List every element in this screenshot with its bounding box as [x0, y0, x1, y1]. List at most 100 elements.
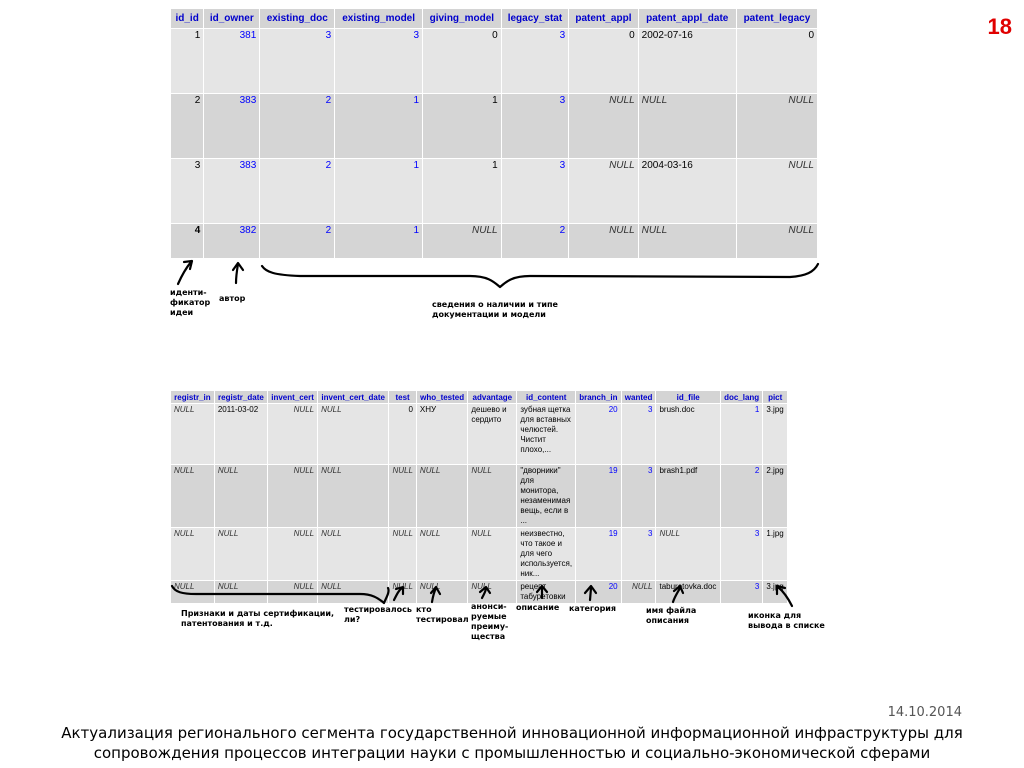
table-cell: 1 [423, 94, 501, 158]
branch-link[interactable]: 20 [576, 404, 621, 464]
table-cell: 0 [569, 29, 638, 93]
table-cell: 2.jpg [763, 465, 787, 527]
col-header[interactable]: who_tested [416, 391, 468, 403]
arrow-tested [392, 586, 404, 602]
table-cell: 1 [423, 159, 501, 223]
branch-link[interactable]: 19 [576, 528, 621, 580]
table-cell: brash1.pdf [656, 465, 720, 527]
col-header[interactable]: id_content [517, 391, 576, 403]
model-link[interactable]: 1 [335, 224, 423, 258]
table-cell: NULL [416, 581, 468, 603]
branch-link[interactable]: 20 [576, 581, 621, 603]
col-header[interactable]: advantage [468, 391, 517, 403]
table-cell: NULL [468, 465, 517, 527]
table-cell: "дворники" для монитора, незаменимая вещ… [517, 465, 576, 527]
arrowhead [535, 584, 549, 594]
label-category: категория [569, 604, 617, 613]
table-cell: NULL [736, 159, 817, 223]
table-header-row: id_id id_owner existing_doc existing_mod… [171, 9, 817, 28]
lang-link[interactable]: 2 [720, 465, 763, 527]
table-header-row: registr_in registr_date invent_cert inve… [171, 391, 787, 403]
ideas-table-bottom: registr_in registr_date invent_cert inve… [170, 390, 788, 604]
table-cell: NULL [621, 581, 656, 603]
col-header[interactable]: test [389, 391, 416, 403]
doc-link[interactable]: 2 [260, 159, 335, 223]
ideas-table-top: id_id id_owner existing_doc existing_mod… [170, 8, 818, 259]
wanted-link[interactable]: 3 [621, 528, 656, 580]
col-header[interactable]: invent_cert_date [318, 391, 389, 403]
label-who-tested: кто тестировал [416, 605, 469, 624]
col-header[interactable]: legacy_stat [501, 9, 569, 28]
table-cell: NULL [268, 581, 318, 603]
arrow-category [588, 586, 593, 602]
table-cell: неизвестно, что такое и для чего использ… [517, 528, 576, 580]
table-cell: 2002-07-16 [638, 29, 736, 93]
label-idea-id: иденти- фикатор идеи [170, 288, 211, 317]
owner-link[interactable]: 383 [204, 94, 260, 158]
col-header[interactable]: branch_in [576, 391, 621, 403]
brace-docs [260, 262, 820, 289]
brace-cert [170, 584, 390, 605]
table-row: 1 381 3 3 0 3 0 2002-07-16 0 [171, 29, 817, 93]
col-header[interactable]: pict [763, 391, 787, 403]
col-header[interactable]: patent_legacy [736, 9, 817, 28]
col-header[interactable]: doc_lang [720, 391, 763, 403]
lang-link[interactable]: 3 [720, 581, 763, 603]
lang-link[interactable]: 1 [720, 404, 763, 464]
label-description: описание [516, 603, 560, 612]
table-row: 4 382 2 1 NULL 2 NULL NULL NULL [171, 224, 817, 258]
owner-link[interactable]: 382 [204, 224, 260, 258]
arrowhead [583, 584, 598, 595]
footer-date: 14.10.2014 [887, 705, 962, 720]
col-header[interactable]: registr_in [171, 391, 214, 403]
arrow-author [234, 262, 240, 285]
legacy-link[interactable]: 3 [501, 29, 569, 93]
arrowhead [394, 585, 405, 596]
col-header[interactable]: existing_doc [260, 9, 335, 28]
label-author: автор [219, 294, 246, 303]
legacy-link[interactable]: 3 [501, 94, 569, 158]
doc-link[interactable]: 3 [260, 29, 335, 93]
table-cell: NULL [569, 94, 638, 158]
model-link[interactable]: 3 [335, 29, 423, 93]
table-cell: NULL [389, 528, 416, 580]
legacy-link[interactable]: 2 [501, 224, 569, 258]
owner-link[interactable]: 383 [204, 159, 260, 223]
col-header[interactable]: wanted [621, 391, 656, 403]
table-cell: NULL [416, 528, 468, 580]
col-header[interactable]: id_file [656, 391, 720, 403]
doc-link[interactable]: 2 [260, 94, 335, 158]
col-header[interactable]: id_id [171, 9, 204, 28]
label-advantages: анонси- руемые преиму- щества [471, 602, 509, 641]
col-header[interactable]: patent_appl_date [638, 9, 736, 28]
table-cell: NULL [389, 465, 416, 527]
lang-link[interactable]: 3 [720, 528, 763, 580]
arrowhead [478, 585, 492, 595]
doc-link[interactable]: 2 [260, 224, 335, 258]
arrowhead [775, 584, 787, 596]
col-header[interactable]: invent_cert [268, 391, 318, 403]
col-header[interactable]: giving_model [423, 9, 501, 28]
col-header[interactable]: existing_model [335, 9, 423, 28]
arrow-icon [776, 585, 794, 608]
branch-link[interactable]: 19 [576, 465, 621, 527]
table-cell: NULL [638, 224, 736, 258]
table-cell: brush.doc [656, 404, 720, 464]
col-header[interactable]: registr_date [214, 391, 268, 403]
model-link[interactable]: 1 [335, 159, 423, 223]
footer-line: Актуализация регионального сегмента госу… [61, 724, 963, 742]
col-header[interactable]: id_owner [204, 9, 260, 28]
table-cell: NULL [423, 224, 501, 258]
col-header[interactable]: patent_appl [569, 9, 638, 28]
owner-link[interactable]: 381 [204, 29, 260, 93]
legacy-link[interactable]: 3 [501, 159, 569, 223]
wanted-link[interactable]: 3 [621, 465, 656, 527]
arrowhead [429, 585, 442, 596]
label-icon: иконка для вывода в списке [748, 611, 825, 630]
model-link[interactable]: 1 [335, 94, 423, 158]
table-cell: NULL [416, 465, 468, 527]
table-cell: NULL [268, 465, 318, 527]
wanted-link[interactable]: 3 [621, 404, 656, 464]
table-cell: ХНУ [416, 404, 468, 464]
